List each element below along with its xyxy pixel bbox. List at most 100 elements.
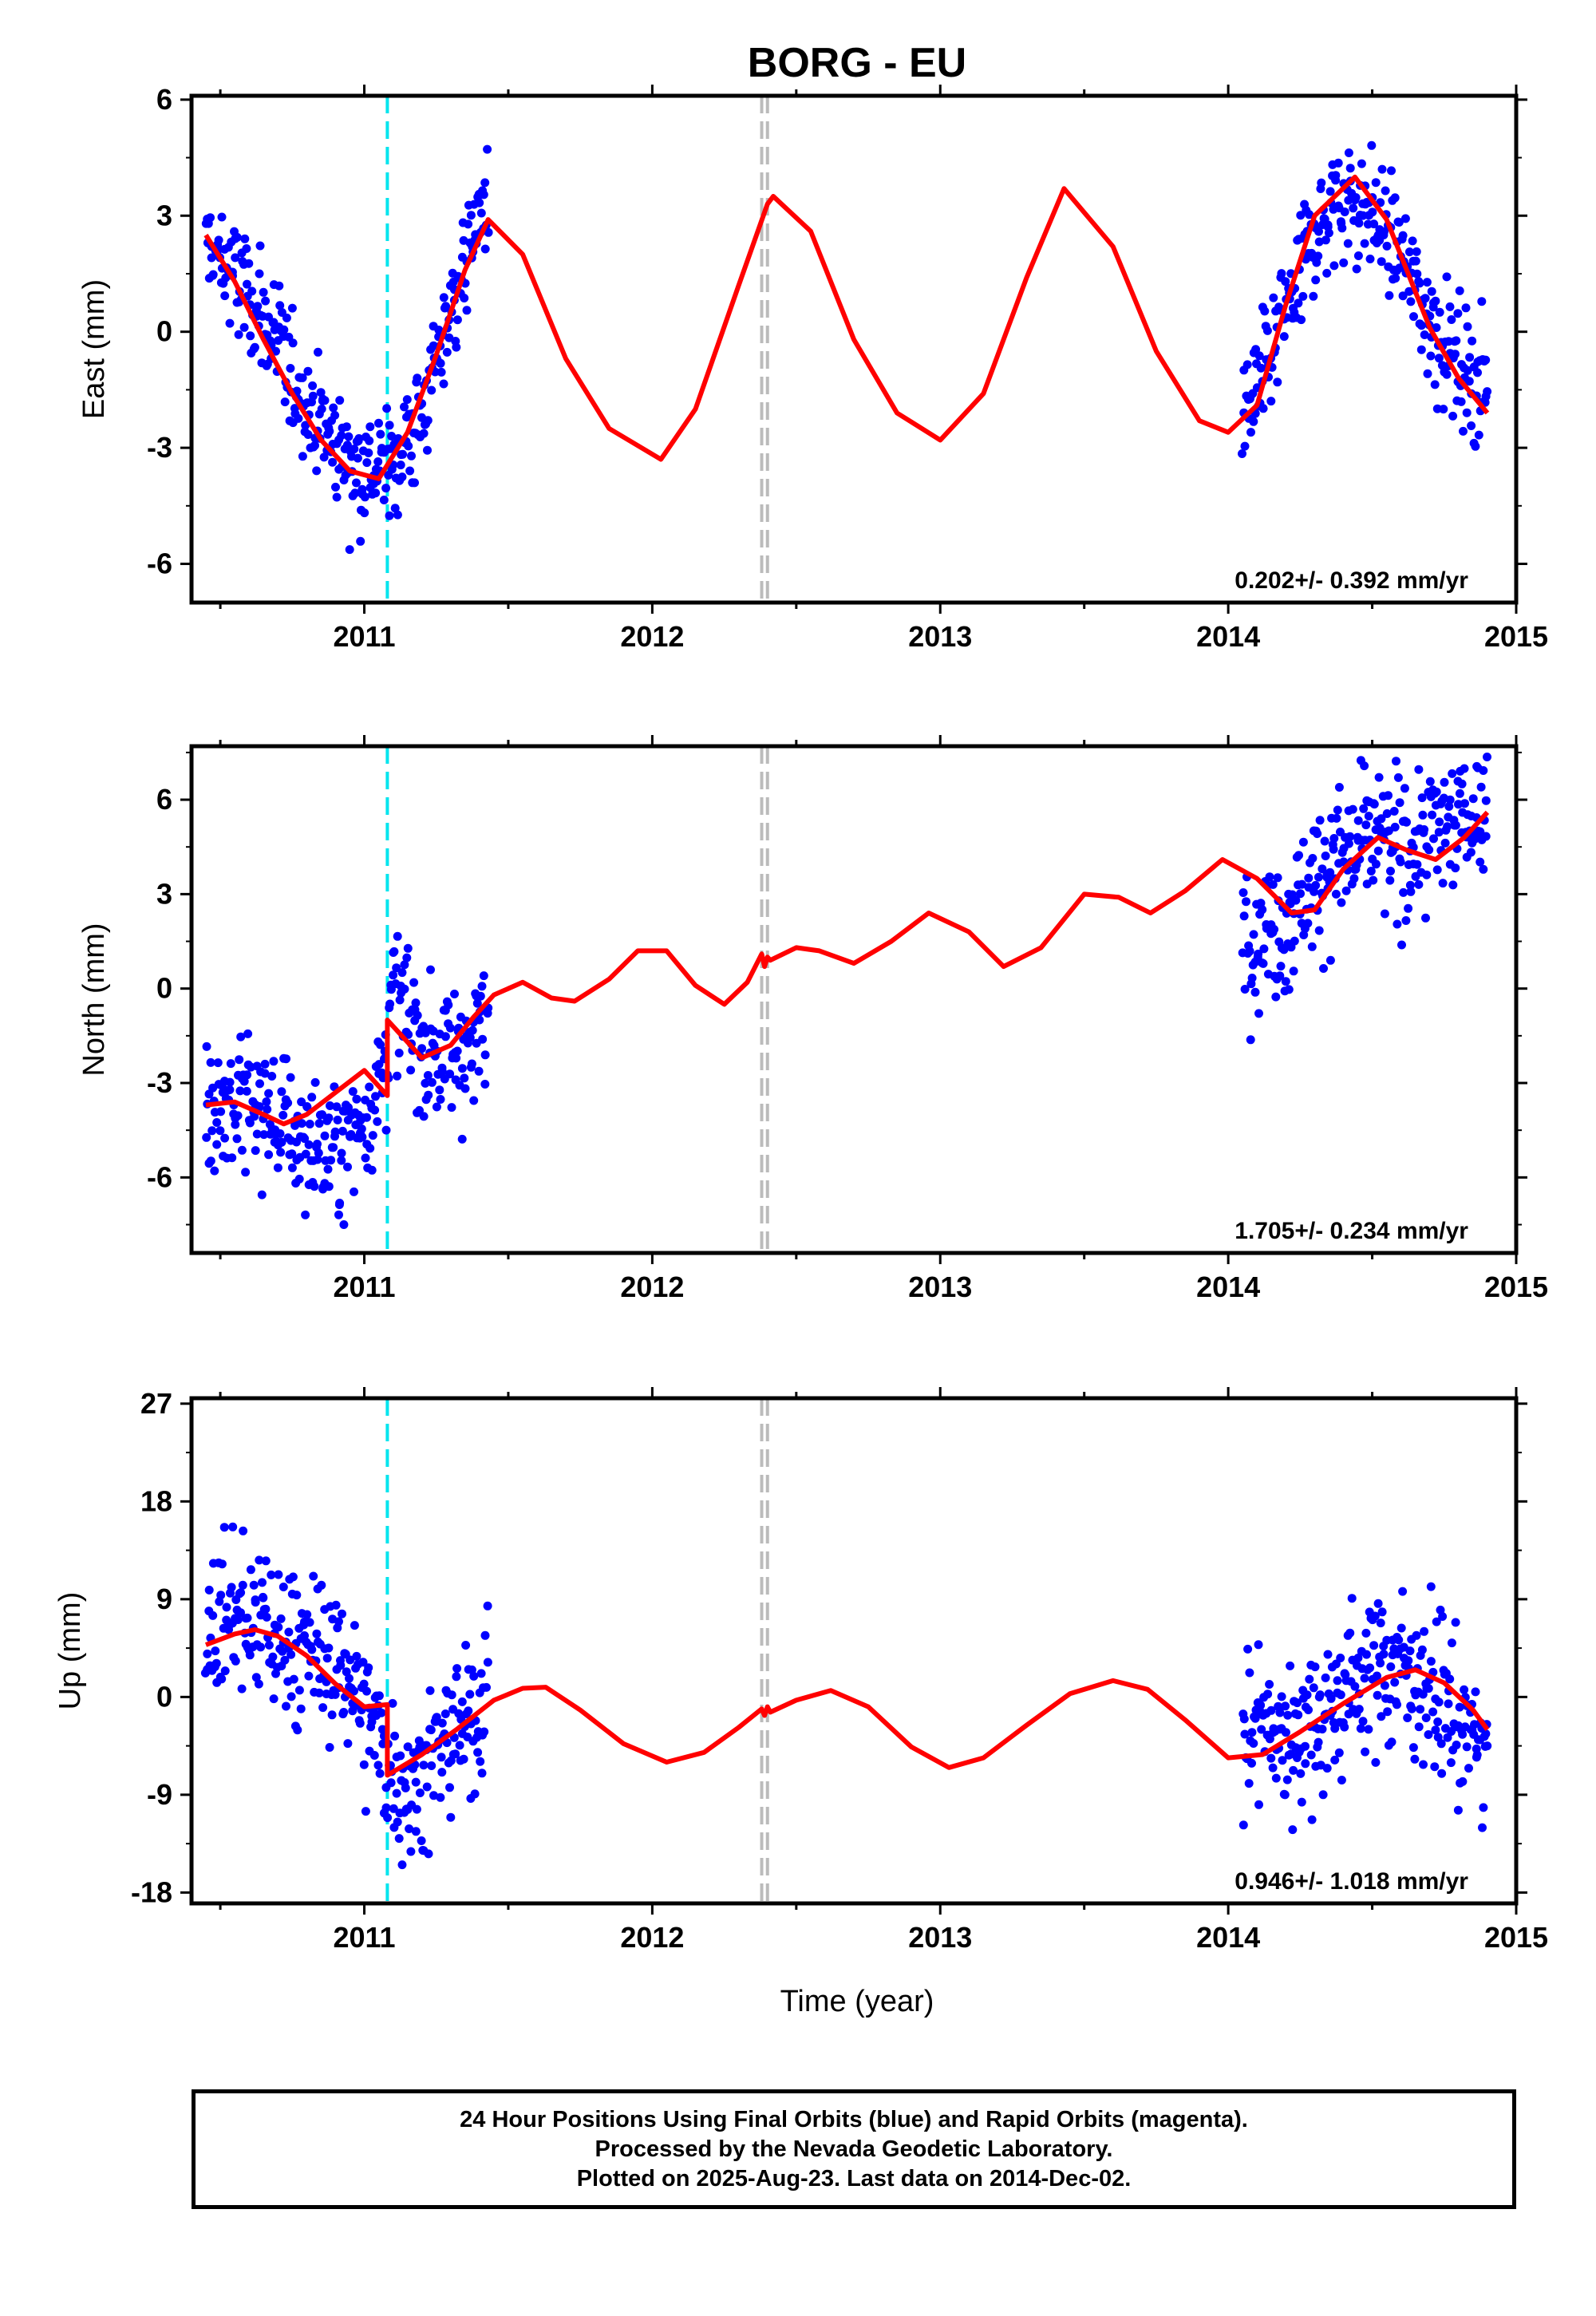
data-point — [1262, 326, 1272, 335]
data-point — [325, 426, 334, 436]
data-point — [1281, 1701, 1290, 1711]
data-point — [1447, 315, 1456, 324]
data-point — [1350, 1682, 1360, 1691]
data-point — [400, 984, 409, 994]
data-point — [342, 1667, 351, 1677]
data-point — [328, 457, 338, 467]
data-point — [255, 241, 265, 251]
data-point — [1367, 140, 1377, 150]
data-point — [388, 1698, 397, 1708]
data-point — [1334, 783, 1344, 792]
data-point — [436, 358, 445, 368]
data-point — [1377, 164, 1387, 174]
data-point — [1435, 817, 1444, 827]
data-point — [1377, 1712, 1386, 1721]
data-point — [1254, 1009, 1263, 1018]
caption-line-1: 24 Hour Positions Using Final Orbits (bl… — [460, 2106, 1248, 2132]
data-point — [212, 1140, 222, 1149]
data-point — [400, 960, 409, 970]
data-point — [427, 385, 437, 395]
data-point — [1444, 802, 1454, 811]
plot-area — [200, 1398, 1492, 1903]
data-point — [1310, 1662, 1320, 1672]
data-point — [275, 301, 285, 310]
data-point — [252, 1129, 262, 1139]
data-point — [1405, 1646, 1415, 1656]
data-point — [1461, 303, 1471, 313]
data-point — [396, 1751, 405, 1761]
data-point — [352, 1094, 361, 1104]
data-point — [1424, 845, 1434, 855]
data-point — [1344, 148, 1353, 157]
data-point — [1269, 293, 1278, 302]
data-point — [301, 421, 310, 430]
data-point — [1330, 1755, 1340, 1765]
data-point — [338, 1609, 346, 1618]
data-point — [1359, 804, 1369, 813]
data-point — [1341, 886, 1351, 895]
data-point — [206, 213, 215, 223]
data-point — [308, 391, 318, 401]
data-point — [251, 1673, 261, 1682]
data-point — [234, 330, 243, 339]
data-point — [360, 492, 369, 502]
data-point — [1251, 345, 1261, 354]
data-point — [419, 1761, 429, 1770]
data-point — [239, 322, 249, 332]
data-point — [1291, 895, 1301, 905]
data-point — [373, 457, 383, 466]
data-point — [401, 1783, 410, 1792]
data-point — [1259, 944, 1269, 954]
data-point — [411, 1777, 421, 1787]
data-point — [1416, 1705, 1425, 1714]
data-point — [326, 1101, 334, 1110]
data-point — [257, 1190, 267, 1199]
data-point — [1281, 277, 1290, 287]
data-point — [1345, 1628, 1355, 1638]
data-point — [1333, 805, 1342, 815]
data-point — [377, 1708, 386, 1717]
y-tick-label: -3 — [147, 431, 172, 464]
data-point — [1389, 807, 1399, 816]
y-tick-label: 3 — [156, 199, 172, 231]
data-point — [332, 1102, 342, 1112]
data-point — [1414, 879, 1424, 889]
data-point — [1297, 315, 1306, 325]
data-point — [1373, 1671, 1381, 1681]
data-point — [348, 1087, 358, 1097]
plot-frame — [189, 93, 1519, 605]
data-point — [314, 347, 322, 357]
data-point — [330, 1690, 340, 1699]
data-point — [1257, 1725, 1266, 1734]
data-point — [1448, 411, 1458, 421]
data-point — [215, 1597, 224, 1607]
data-point — [355, 1718, 365, 1728]
data-point — [259, 1130, 269, 1140]
data-point — [1345, 164, 1355, 173]
data-point — [1390, 1678, 1400, 1687]
data-point — [1479, 766, 1488, 775]
data-point — [1476, 857, 1485, 867]
data-point — [1371, 1757, 1381, 1767]
data-point — [1408, 1743, 1418, 1753]
data-point — [1280, 1790, 1290, 1800]
data-point — [319, 453, 329, 462]
data-point — [329, 1143, 338, 1152]
data-point — [452, 1053, 461, 1063]
data-point — [1354, 1705, 1364, 1714]
data-point — [393, 931, 402, 941]
data-point — [1400, 214, 1410, 223]
data-point — [1434, 1697, 1444, 1707]
data-point — [335, 1199, 345, 1207]
data-point — [204, 1585, 214, 1595]
data-point — [274, 1570, 283, 1579]
data-point — [339, 1220, 349, 1229]
x-tick-label: 2012 — [620, 1271, 684, 1303]
data-point — [364, 1663, 373, 1673]
data-point — [1455, 286, 1464, 295]
data-point — [402, 953, 412, 962]
data-point — [227, 1583, 236, 1592]
data-point — [260, 1059, 270, 1069]
data-point — [1421, 1713, 1431, 1722]
data-point — [1330, 1724, 1340, 1733]
